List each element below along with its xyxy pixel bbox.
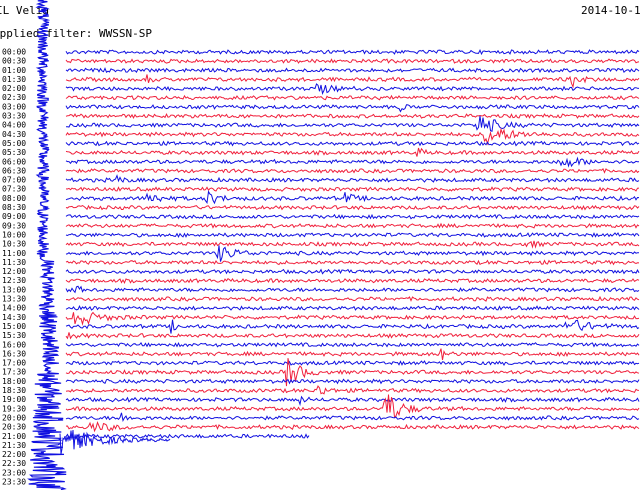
time-label: 04:00 (2, 121, 26, 130)
time-label: 00:30 (2, 57, 26, 66)
seismic-trace (65, 222, 640, 229)
seismic-trace (65, 245, 640, 262)
seismic-trace (65, 433, 310, 439)
seismic-trace (65, 147, 640, 157)
time-label: 04:30 (2, 130, 26, 139)
date: 2014-10-1 (581, 4, 640, 17)
time-label: 16:30 (2, 349, 26, 358)
time-label: 10:30 (2, 240, 26, 249)
seismic-trace (65, 94, 640, 101)
seismic-trace (65, 58, 640, 64)
seismic-trace (65, 277, 640, 284)
time-label: 18:30 (2, 386, 26, 395)
time-label: 22:00 (2, 450, 26, 459)
time-label: 23:00 (2, 468, 26, 477)
seismic-trace (65, 259, 640, 266)
seismic-trace (65, 156, 640, 168)
time-label: 19:00 (2, 395, 26, 404)
time-label: 09:30 (2, 221, 26, 230)
time-label: 08:30 (2, 203, 26, 212)
seismic-trace (65, 127, 640, 146)
seismic-trace (65, 140, 640, 147)
seismic-trace (65, 67, 640, 74)
time-label: 22:30 (2, 459, 26, 468)
seismic-trace (65, 378, 640, 385)
coda-trace (59, 429, 171, 455)
filter-label: Applied filter: WWSSN-SP (0, 27, 152, 40)
time-label: 15:30 (2, 331, 26, 340)
time-label: 02:30 (2, 93, 26, 102)
time-label: 02:00 (2, 84, 26, 93)
time-label: 13:00 (2, 285, 26, 294)
seismic-trace (65, 232, 640, 238)
time-label: 14:30 (2, 313, 26, 322)
time-label: 03:30 (2, 112, 26, 121)
time-label: 18:00 (2, 377, 26, 386)
seismic-trace (65, 342, 640, 348)
seismic-trace (65, 412, 640, 422)
time-label: 01:00 (2, 66, 26, 75)
time-label: 10:00 (2, 230, 26, 239)
seismic-trace (65, 83, 640, 95)
time-label: 19:30 (2, 404, 26, 413)
seismic-trace (65, 48, 640, 56)
seismic-trace (65, 385, 640, 395)
seismic-trace (65, 305, 640, 311)
seismic-trace (65, 332, 640, 340)
seismic-trace (65, 394, 640, 419)
time-label: 09:00 (2, 212, 26, 221)
time-label: 08:00 (2, 194, 26, 203)
time-label: 03:00 (2, 102, 26, 111)
time-label: 14:00 (2, 304, 26, 313)
seismic-trace (65, 74, 640, 89)
time-label: 21:00 (2, 432, 26, 441)
time-label: 17:30 (2, 368, 26, 377)
time-label: 12:30 (2, 276, 26, 285)
seismic-trace (65, 104, 640, 113)
time-label: 00:00 (2, 48, 26, 57)
seismic-trace (66, 115, 640, 133)
time-label: 05:00 (2, 139, 26, 148)
seismic-trace (65, 358, 640, 387)
time-label: 13:30 (2, 295, 26, 304)
time-label: 11:00 (2, 249, 26, 258)
time-label: 17:00 (2, 359, 26, 368)
seismic-trace (65, 113, 640, 120)
seismic-trace (65, 268, 640, 275)
time-label: 21:30 (2, 441, 26, 450)
time-label: 07:30 (2, 185, 26, 194)
seismic-trace (65, 213, 640, 220)
seismic-trace (65, 295, 640, 302)
seismic-trace (65, 204, 640, 211)
seismic-trace (65, 285, 640, 294)
seismic-trace (65, 348, 640, 360)
time-label: 06:00 (2, 157, 26, 166)
time-label: 15:00 (2, 322, 26, 331)
time-label: 20:30 (2, 423, 26, 432)
seismic-trace (65, 186, 640, 192)
seismic-trace (65, 420, 640, 433)
large-event-trace (27, 0, 67, 490)
time-label: 06:30 (2, 166, 26, 175)
seismic-trace (65, 360, 640, 366)
seismic-trace (65, 319, 640, 334)
seismic-trace (65, 168, 640, 174)
seismic-trace (65, 311, 640, 326)
seismic-trace (65, 174, 640, 183)
time-label: 20:00 (2, 413, 26, 422)
time-label: 01:30 (2, 75, 26, 84)
time-label: 05:30 (2, 148, 26, 157)
time-label: 23:30 (2, 478, 26, 487)
time-label: 16:00 (2, 340, 26, 349)
seismic-trace (65, 395, 640, 407)
time-label: 12:00 (2, 267, 26, 276)
time-label: 07:00 (2, 176, 26, 185)
seismic-trace (65, 190, 640, 205)
seismic-trace (65, 240, 640, 249)
time-label: 11:30 (2, 258, 26, 267)
